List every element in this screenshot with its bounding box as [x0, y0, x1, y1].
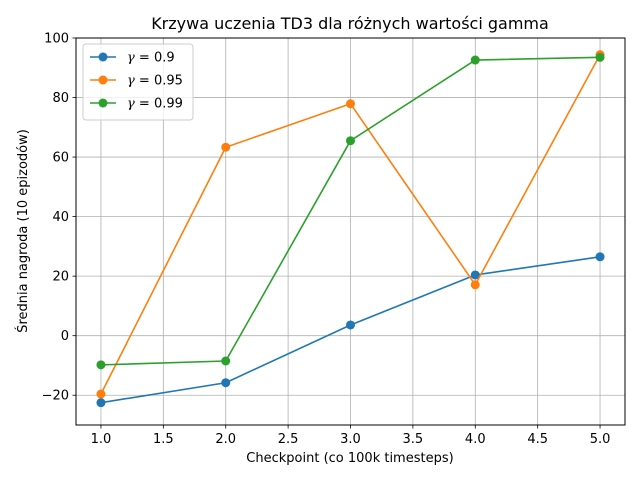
x-tick-label: 3.5 — [403, 432, 424, 447]
legend-marker — [98, 75, 108, 85]
data-point — [96, 398, 106, 408]
series-1 — [96, 252, 605, 408]
x-tick-label: 2.5 — [278, 432, 299, 447]
data-point — [470, 280, 480, 290]
chart-title: Krzywa uczenia TD3 dla różnych wartości … — [151, 14, 549, 33]
data-point — [595, 52, 605, 62]
y-tick-label: 60 — [52, 151, 69, 166]
x-tick-label: 4.0 — [465, 432, 486, 447]
x-tick-label: 3.0 — [340, 432, 361, 447]
legend-marker — [98, 98, 108, 108]
x-tick-label: 1.5 — [153, 432, 174, 447]
legend: γ = 0.9 γ = 0.95 γ = 0.99 — [82, 43, 194, 121]
legend-label: γ = 0.9 — [127, 51, 175, 66]
series-2 — [96, 50, 605, 399]
grid — [76, 37, 625, 425]
legend-label: γ = 0.99 — [127, 97, 183, 112]
series-3 — [96, 52, 605, 370]
data-point — [346, 320, 355, 330]
data-point — [96, 389, 106, 399]
data-point — [470, 55, 480, 65]
legend-item: γ = 0.99 — [90, 97, 183, 112]
data-point — [96, 360, 106, 370]
series-layer — [96, 50, 605, 408]
data-point — [346, 99, 355, 109]
data-point — [221, 378, 231, 388]
y-axis-label: Średnia nagroda (10 epizodów) — [15, 129, 31, 333]
ticks: 1.0 1.5 2.0 2.5 3.0 3.5 4.0 4.5 5.0 −20 0 20 40 60 80 1… — [42, 32, 611, 448]
legend-item: γ = 0.9 — [90, 51, 175, 66]
x-tick-label: 2.0 — [215, 432, 236, 447]
legend-item: γ = 0.95 — [90, 74, 183, 89]
x-tick-label: 1.0 — [91, 432, 112, 447]
data-point — [221, 142, 231, 152]
y-tick-label: 0 — [61, 329, 69, 344]
y-tick-label: 40 — [52, 210, 69, 225]
y-tick-label: 20 — [52, 270, 69, 285]
x-tick-label: 5.0 — [590, 432, 611, 447]
data-point — [346, 136, 355, 146]
data-point — [595, 252, 605, 262]
legend-box — [82, 43, 194, 121]
legend-label: γ = 0.95 — [127, 74, 183, 89]
x-tick-label: 4.5 — [527, 432, 548, 447]
y-tick-label: 100 — [44, 32, 69, 47]
y-tick-label: 80 — [52, 91, 69, 106]
data-point — [221, 356, 231, 366]
legend-marker — [98, 52, 108, 62]
data-point — [470, 270, 480, 280]
x-axis-label: Checkpoint (co 100k timesteps) — [246, 451, 453, 466]
y-tick-label: −20 — [42, 389, 69, 404]
